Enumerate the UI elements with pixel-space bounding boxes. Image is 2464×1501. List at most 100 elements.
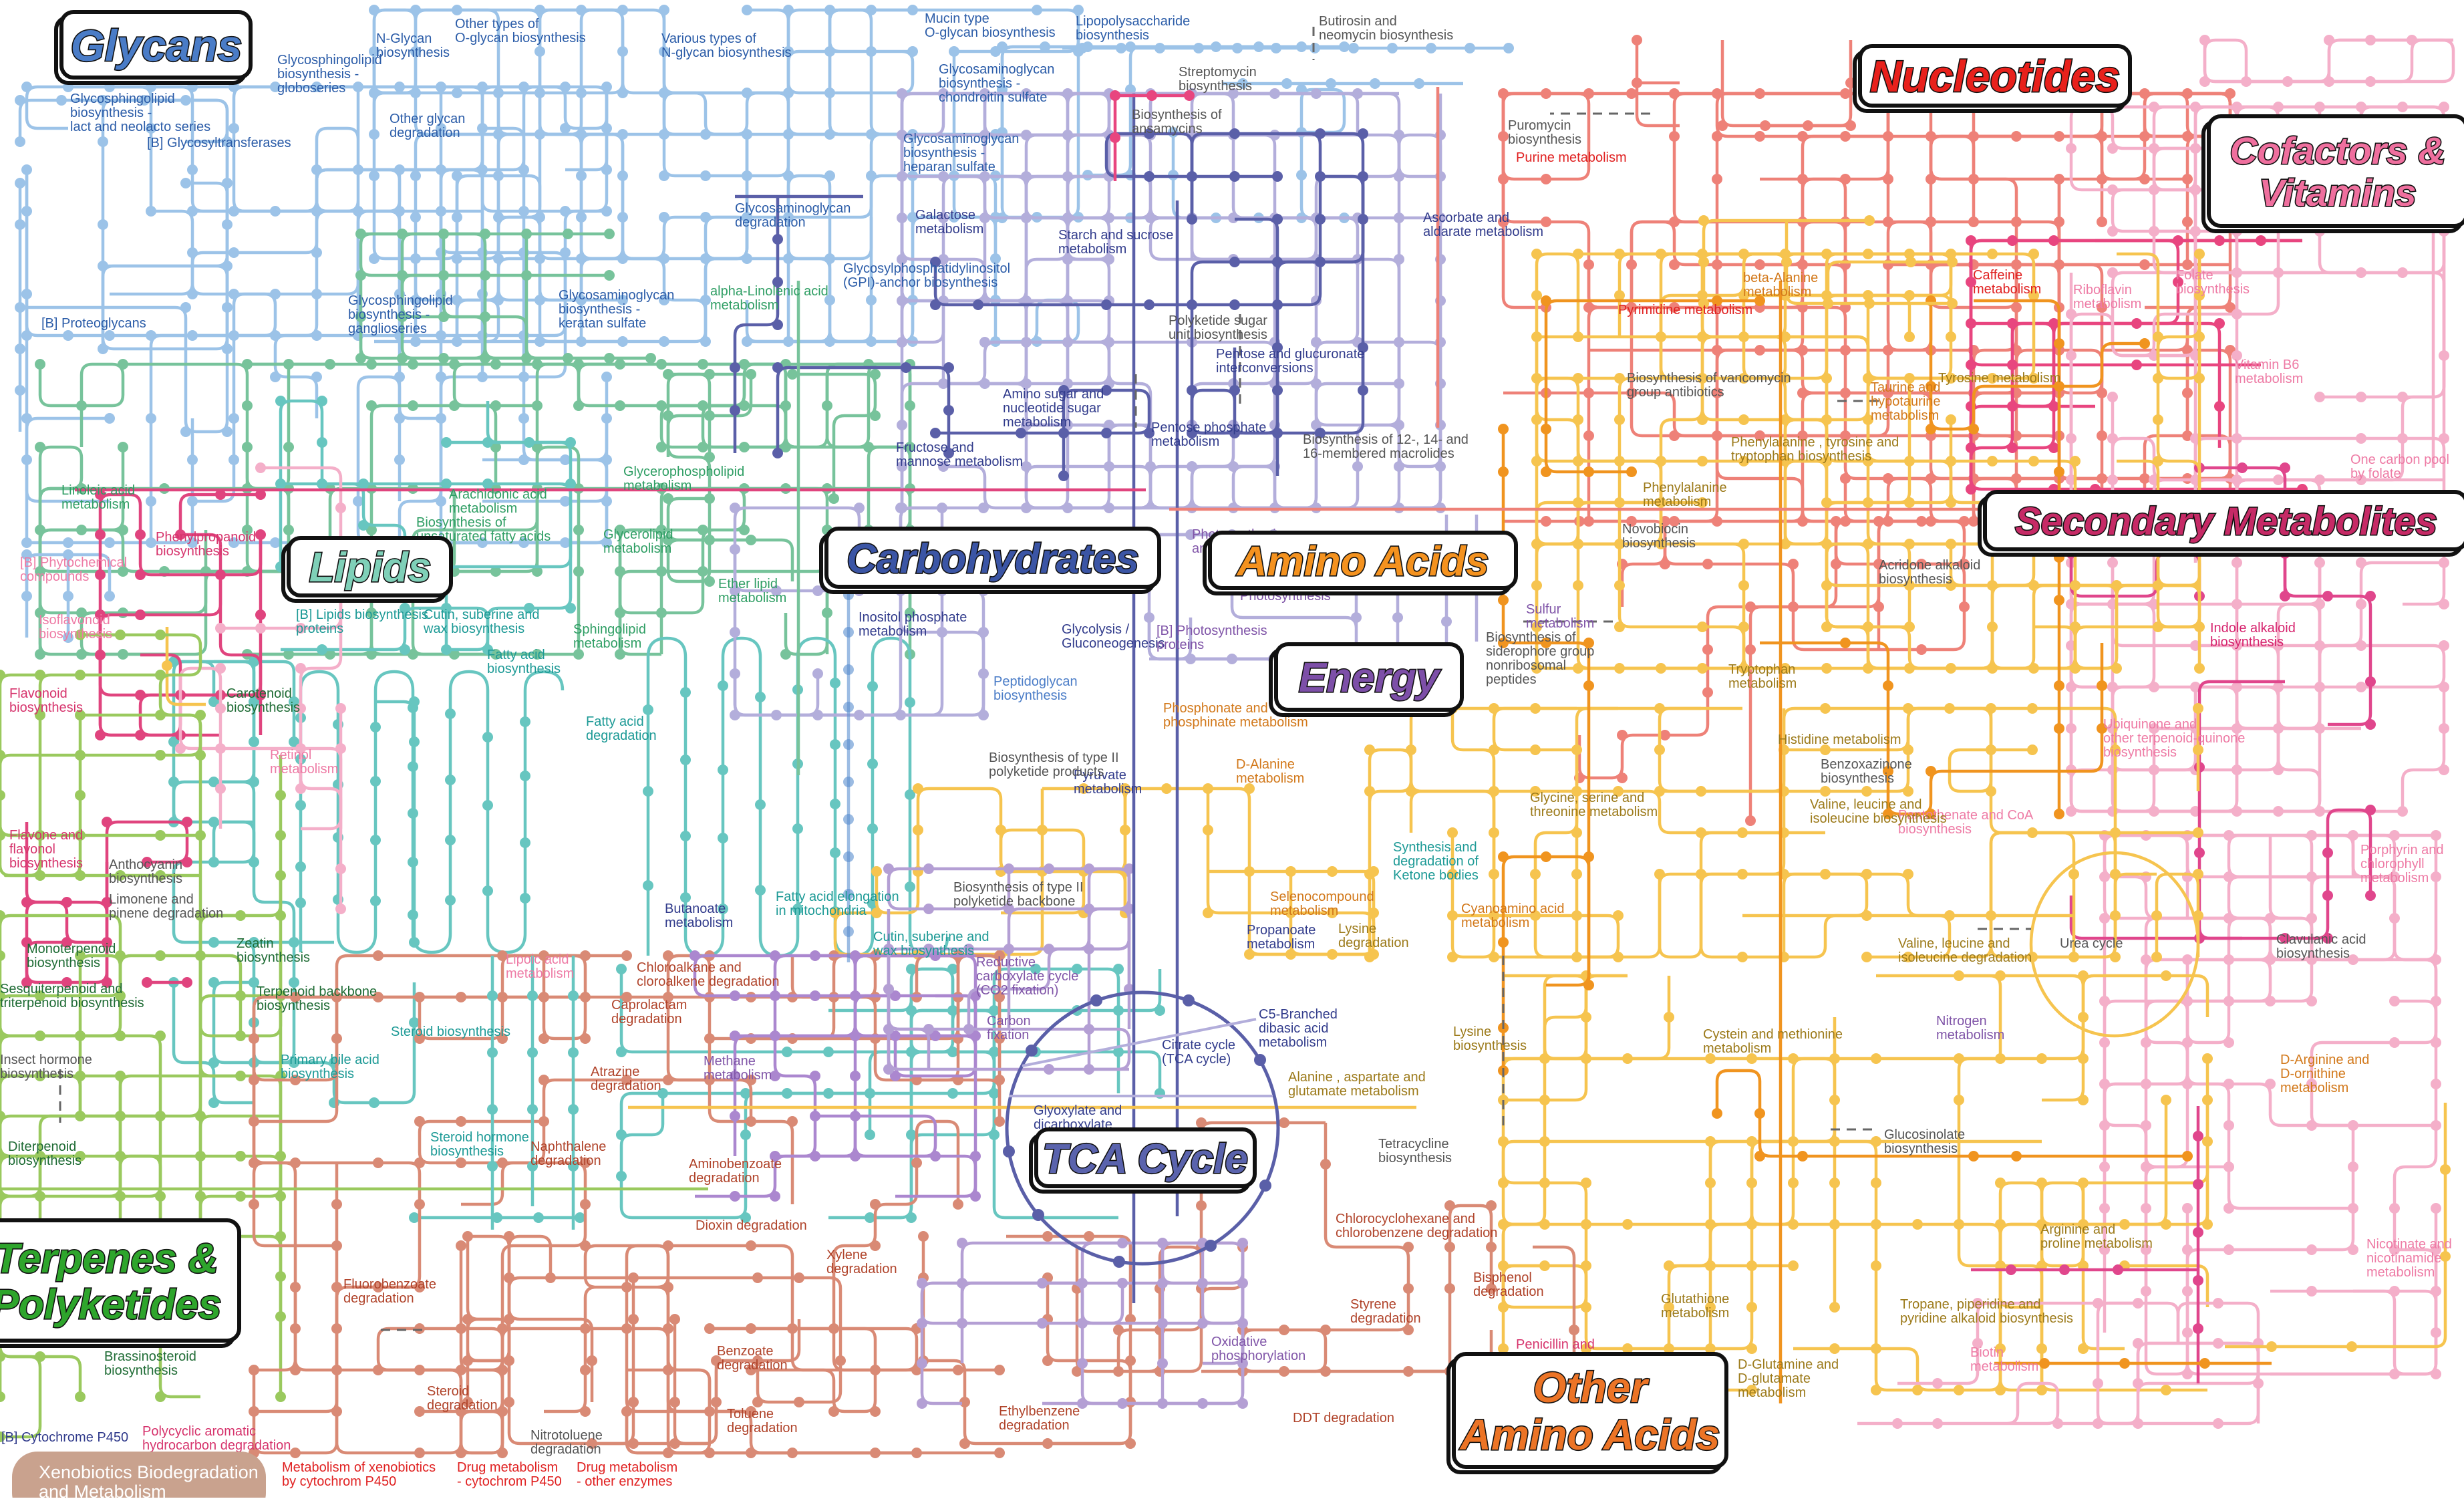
svg-text:Urea cycle: Urea cycle — [2060, 936, 2123, 951]
svg-text:Secondary Metabolites: Secondary Metabolites — [2015, 500, 2437, 543]
svg-text:Histidine metabolism: Histidine metabolism — [1778, 732, 1901, 747]
svg-text:Amino Acids: Amino Acids — [1459, 1411, 1720, 1459]
svg-text:Various types ofN-glycan biosy: Various types of N-glycan biosynthesis — [661, 31, 792, 60]
svg-text:[B] Cytochrome P450: [B] Cytochrome P450 — [1, 1430, 128, 1445]
svg-text:Other types ofO-glycan biosynt: Other types of O-glycan biosynthesis — [455, 17, 586, 45]
svg-text:Tyrosine metabolism: Tyrosine metabolism — [1938, 371, 2060, 386]
svg-text:Amino Acids: Amino Acids — [1236, 539, 1489, 585]
svg-text:Glycolysis /Gluconeogenesis: Glycolysis / Gluconeogenesis — [1062, 622, 1165, 651]
svg-text:Cofactors &: Cofactors & — [2229, 130, 2445, 172]
svg-text:DDT degradation: DDT degradation — [1293, 1411, 1394, 1425]
svg-text:Polyketides: Polyketides — [0, 1282, 221, 1328]
svg-text:Energy: Energy — [1299, 655, 1442, 701]
svg-text:Citrate cycle(TCA cycle): Citrate cycle (TCA cycle) — [1162, 1038, 1235, 1067]
svg-text:Other: Other — [1533, 1363, 1650, 1411]
svg-text:Purine metabolism: Purine metabolism — [1516, 150, 1627, 165]
svg-text:Pyrimidine metabolism: Pyrimidine metabolism — [1618, 303, 1752, 317]
svg-text:[B] Proteoglycans: [B] Proteoglycans — [41, 316, 146, 331]
svg-text:Dioxin degradation: Dioxin degradation — [696, 1218, 807, 1233]
svg-text:Lipids: Lipids — [309, 545, 432, 591]
svg-text:Steroid biosynthesis: Steroid biosynthesis — [391, 1025, 510, 1039]
svg-text:Nucleotides: Nucleotides — [1870, 51, 2120, 101]
